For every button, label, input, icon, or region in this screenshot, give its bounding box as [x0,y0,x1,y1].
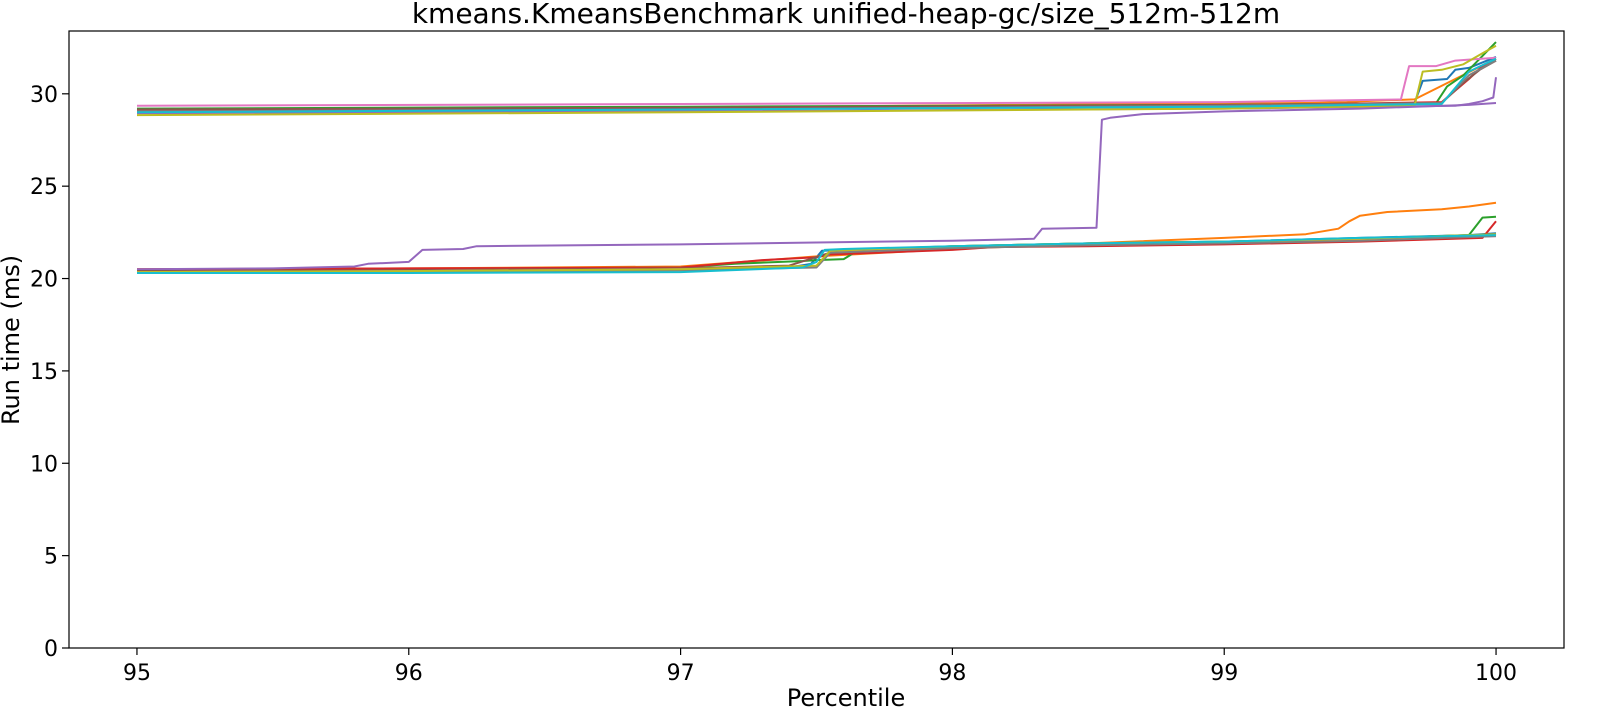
y-tick-label: 10 [30,452,58,477]
y-tick-label: 0 [44,637,58,662]
chart-title: kmeans.KmeansBenchmark unified-heap-gc/s… [412,0,1280,30]
series-line-10 [136,57,1497,114]
series-line-15 [136,102,1497,271]
x-tick-label: 96 [395,661,423,686]
x-axis-label: Percentile [787,684,905,710]
plot-area-frame [68,30,1565,649]
x-tick-label: 99 [1210,661,1238,686]
y-tick-label: 15 [30,360,58,385]
y-axis-label: Run time (ms) [0,255,25,425]
x-tick-label: 97 [667,661,695,686]
series-line-20 [137,234,1497,274]
x-tick-label: 95 [123,661,151,686]
y-tick-label: 5 [44,545,58,570]
x-tick-label: 100 [1475,661,1517,686]
x-tick-label: 98 [938,661,966,686]
y-tick-label: 25 [30,175,58,200]
x-axis-ticks: 95 96 97 98 99 100 [123,648,1517,686]
series-line-7 [136,56,1497,107]
y-tick-label: 20 [30,268,58,293]
y-tick-label: 30 [30,83,58,108]
series-lines [136,41,1497,274]
series-line-3 [136,41,1497,110]
series-line-9 [136,44,1497,117]
y-axis-ticks: 0 5 10 15 20 25 30 [30,83,69,662]
